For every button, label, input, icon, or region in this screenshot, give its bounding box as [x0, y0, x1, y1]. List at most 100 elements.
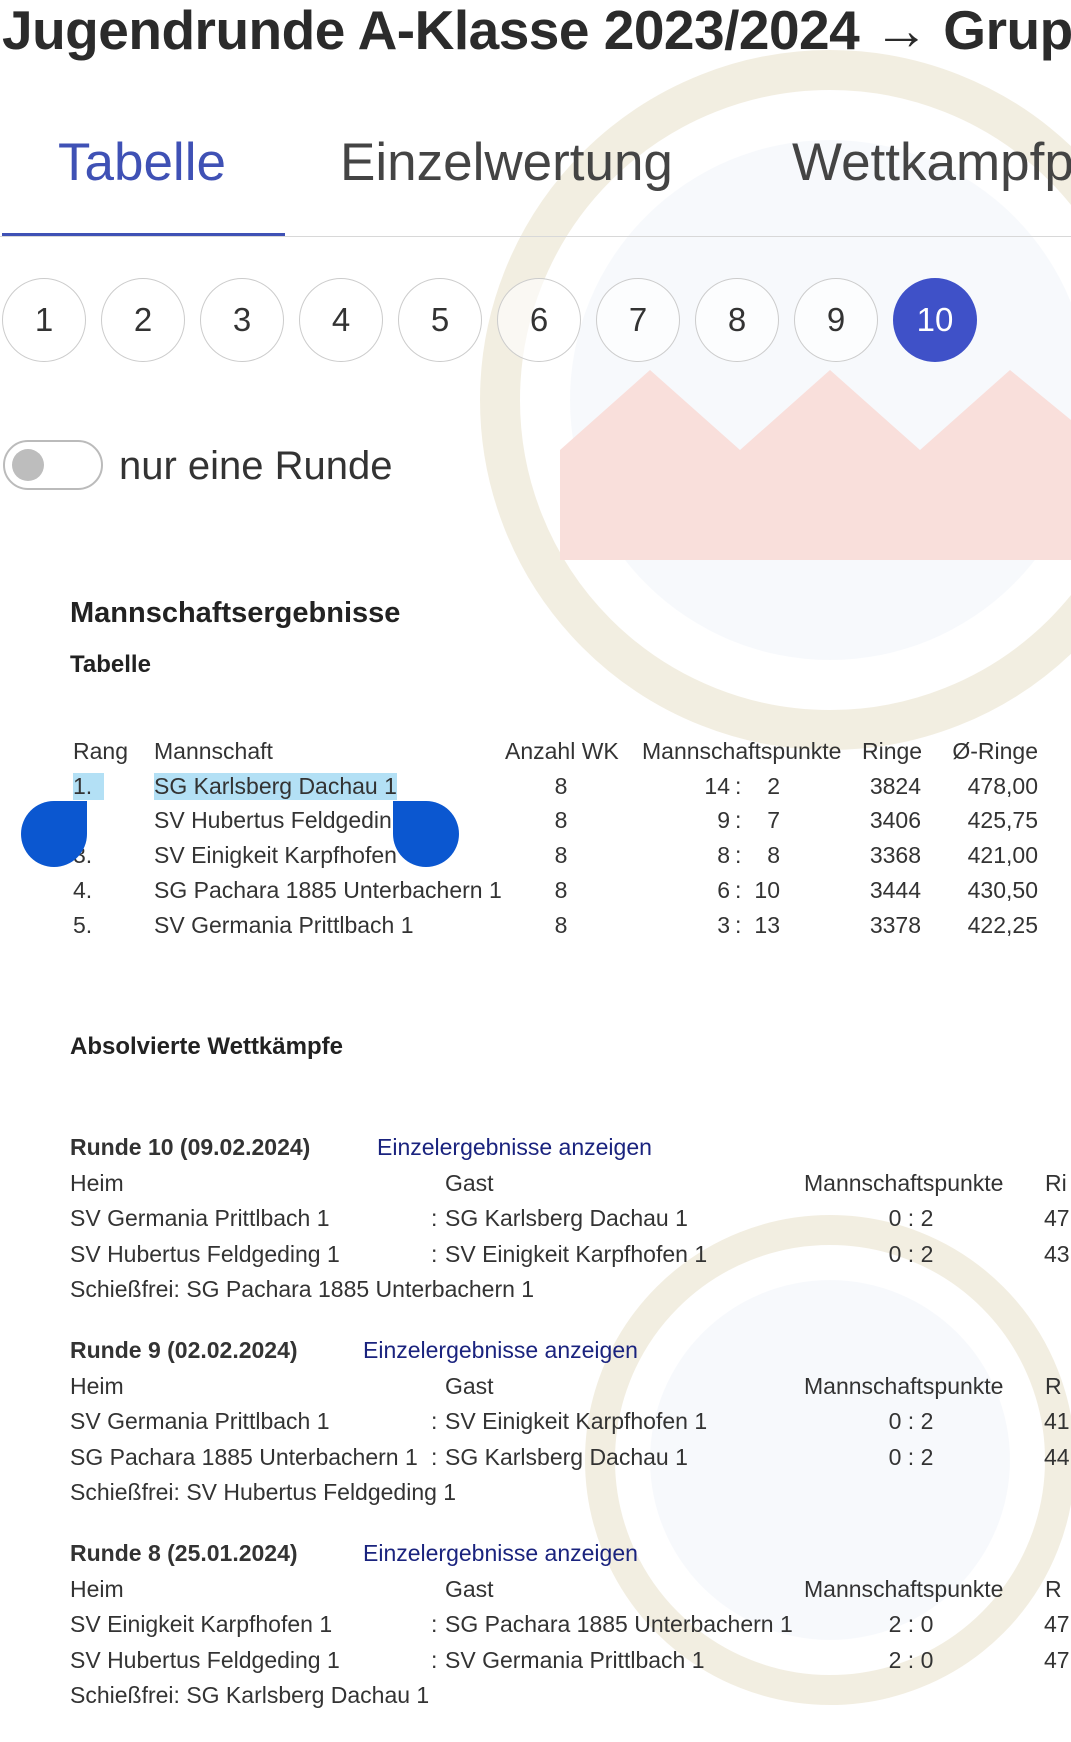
- tab-einzelwertung[interactable]: Einzelwertung: [340, 133, 673, 192]
- show-individual-results-link[interactable]: Einzelergebnisse anzeigen: [363, 1337, 638, 1363]
- rang-cell: 1.: [73, 772, 105, 800]
- header-ringe: R: [1045, 1372, 1062, 1399]
- header-col-ringe: Ringe: [862, 738, 923, 764]
- mp-colon: :: [735, 772, 742, 799]
- away-team: SV Germania Prittlbach 1: [445, 1646, 705, 1673]
- active-tab-indicator: [2, 233, 285, 236]
- page-button-1[interactable]: 1: [2, 278, 86, 362]
- team-cell[interactable]: SV Hubertus Feldgedin: [154, 807, 392, 834]
- away-team: SG Karlsberg Dachau 1: [445, 1205, 688, 1231]
- header-heim: Heim: [70, 1575, 124, 1602]
- toggle-label: nur eine Runde: [119, 444, 393, 488]
- mp-minus-cell: 2: [767, 772, 780, 799]
- selection-handle-end[interactable]: [393, 801, 459, 867]
- mp-plus-cell: 6: [717, 876, 730, 903]
- header-col-anzahl-wk: Anzahl WK: [505, 738, 619, 764]
- rang-cell: 4.: [73, 876, 93, 903]
- mp-plus-cell: 3: [717, 911, 730, 938]
- home-team: SV Germania Prittlbach 1: [70, 1408, 330, 1434]
- page-button-3[interactable]: 3: [200, 278, 284, 362]
- mp-minus-cell: 7: [767, 807, 780, 834]
- match-ringe: 47: [1044, 1611, 1070, 1637]
- header-gast: Gast: [445, 1575, 494, 1602]
- team-cell[interactable]: SV Einigkeit Karpfhofen: [154, 842, 397, 869]
- page-button-7[interactable]: 7: [596, 278, 680, 362]
- match-ringe: 47: [1044, 1646, 1070, 1673]
- match-colon: :: [431, 1646, 438, 1673]
- bye-team: Schießfrei: SG Pachara 1885 Unterbachern…: [70, 1276, 535, 1302]
- match-points: 2 : 0: [888, 1646, 934, 1673]
- page-button-6[interactable]: 6: [497, 278, 581, 362]
- header-col-mannschaft: Mannschaft: [154, 738, 273, 764]
- show-individual-results-link[interactable]: Einzelergebnisse anzeigen: [363, 1540, 638, 1566]
- mp-plus-cell: 8: [717, 842, 730, 869]
- tab-wettkampfplan[interactable]: Wettkampfp: [792, 133, 1071, 192]
- round-title: Runde 10 (09.02.2024): [70, 1134, 311, 1160]
- selection-handle-start[interactable]: [21, 801, 87, 867]
- away-team: SV Einigkeit Karpfhofen 1: [445, 1240, 708, 1267]
- home-team: SV Germania Prittlbach 1: [70, 1205, 330, 1231]
- match-points: 0 : 2: [888, 1205, 934, 1231]
- match-colon: :: [431, 1205, 438, 1231]
- avg-ringe-cell: 421,00: [967, 842, 1038, 869]
- mp-minus-cell: 10: [754, 876, 780, 903]
- mp-colon: :: [735, 876, 742, 903]
- wk-cell: 8: [554, 842, 568, 869]
- page-button-10[interactable]: 10: [893, 278, 977, 362]
- ringe-cell: 3824: [869, 772, 921, 799]
- match-colon: :: [431, 1611, 438, 1637]
- home-team: SG Pachara 1885 Unterbachern 1: [70, 1443, 418, 1470]
- completed-title: Absolvierte Wettkämpfe: [70, 1033, 343, 1060]
- team-cell[interactable]: SV Germania Prittlbach 1: [154, 911, 414, 938]
- mp-colon: :: [735, 911, 742, 938]
- round-title: Runde 8 (25.01.2024): [70, 1540, 298, 1566]
- team-cell[interactable]: SG Karlsberg Dachau 1: [154, 772, 397, 800]
- wk-cell: 8: [554, 807, 568, 834]
- match-ringe: 47: [1044, 1205, 1070, 1231]
- tab-tabelle[interactable]: Tabelle: [58, 133, 226, 192]
- team-cell[interactable]: SG Pachara 1885 Unterbachern 1: [154, 876, 502, 903]
- wk-cell: 8: [554, 876, 568, 903]
- table-title: Tabelle: [70, 651, 151, 678]
- avg-ringe-cell: 478,00: [967, 772, 1038, 799]
- page-button-8[interactable]: 8: [695, 278, 779, 362]
- page-title: Jugendrunde A-Klasse 2023/2024 → Grupp: [2, 0, 1071, 61]
- page-button-9[interactable]: 9: [794, 278, 878, 362]
- tab-divider: [0, 236, 1071, 237]
- away-team: SV Einigkeit Karpfhofen 1: [445, 1408, 708, 1434]
- match-ringe: 41: [1044, 1408, 1070, 1434]
- round-title: Runde 9 (02.02.2024): [70, 1337, 298, 1363]
- avg-ringe-cell: 430,50: [967, 876, 1038, 903]
- avg-ringe-cell: 422,25: [967, 911, 1038, 938]
- page-button-5[interactable]: 5: [398, 278, 482, 362]
- ringe-cell: 3444: [869, 876, 921, 903]
- single-round-toggle[interactable]: [3, 440, 103, 490]
- header-col-avg-ringe: Ø-Ringe: [952, 738, 1038, 764]
- header-gast: Gast: [445, 1372, 494, 1399]
- ringe-cell: 3406: [869, 807, 921, 834]
- header-ringe: R: [1045, 1575, 1062, 1602]
- page-button-2[interactable]: 2: [101, 278, 185, 362]
- page-button-4[interactable]: 4: [299, 278, 383, 362]
- away-team: SG Karlsberg Dachau 1: [445, 1443, 688, 1470]
- mp-colon: :: [735, 842, 742, 869]
- match-points: 0 : 2: [888, 1408, 934, 1434]
- header-heim: Heim: [70, 1372, 124, 1399]
- header-mannschaftspunkte: Mannschaftspunkte: [804, 1575, 1004, 1602]
- match-ringe: 43: [1044, 1240, 1070, 1267]
- header-ringe: Ri: [1045, 1169, 1067, 1196]
- show-individual-results-link[interactable]: Einzelergebnisse anzeigen: [377, 1134, 652, 1160]
- home-team: SV Hubertus Feldgeding 1: [70, 1646, 340, 1673]
- mp-colon: :: [735, 807, 742, 834]
- header-mannschaftspunkte: Mannschaftspunkte: [804, 1169, 1004, 1196]
- header-gast: Gast: [445, 1169, 494, 1196]
- match-ringe: 44: [1044, 1443, 1070, 1470]
- mp-minus-cell: 13: [754, 911, 780, 938]
- home-team: SV Einigkeit Karpfhofen 1: [70, 1611, 333, 1637]
- bye-team: Schießfrei: SG Karlsberg Dachau 1: [70, 1682, 430, 1708]
- home-team: SV Hubertus Feldgeding 1: [70, 1240, 340, 1267]
- match-colon: :: [431, 1443, 438, 1470]
- match-points: 2 : 0: [888, 1611, 934, 1637]
- match-points: 0 : 2: [888, 1443, 934, 1470]
- section-title: Mannschaftsergebnisse: [70, 597, 401, 629]
